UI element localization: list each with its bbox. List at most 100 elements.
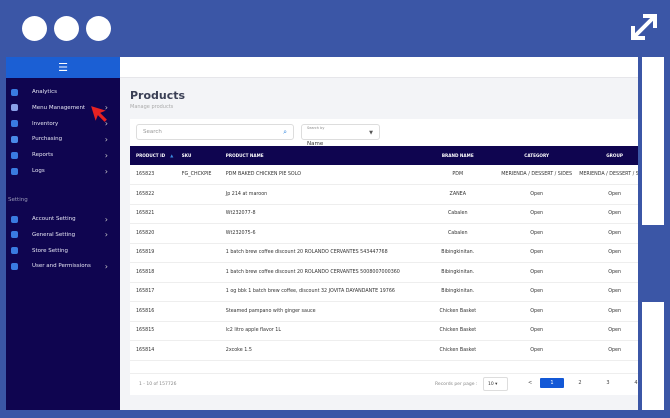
table-cell: 1 batch brew coffee discount 20 ROLANDO …: [219, 262, 422, 283]
nav-icon: [11, 88, 18, 96]
table-row[interactable]: 165818 1 batch brew coffee discount 20 RO…: [130, 262, 638, 283]
sidebar-item-reports[interactable]: Reports ›: [6, 147, 120, 163]
table-row[interactable]: 165820 Wt232075-6 Cabalen Open Open: [130, 223, 638, 244]
sidebar-item-general-setting[interactable]: General Setting ›: [6, 227, 120, 243]
table-cell: 2xcoke 1.5: [219, 340, 422, 361]
table-cell: [175, 204, 220, 224]
sidebar-item-store-setting[interactable]: Store Setting: [6, 243, 120, 259]
sidebar-item-account-setting[interactable]: Account Setting ›: [6, 211, 120, 227]
sidebar-item-user-and-permissions[interactable]: User and Permissions ›: [6, 258, 120, 274]
sidebar-item-menu-management[interactable]: Menu Management ›: [6, 100, 120, 116]
table-cell: Open: [579, 243, 638, 263]
table-cell: 165821: [130, 204, 176, 224]
window-dot[interactable]: [22, 16, 47, 41]
table-cell: Bibingkinitan.: [421, 282, 495, 302]
sidebar-item-inventory[interactable]: Inventory ›: [6, 116, 120, 132]
search-by-select[interactable]: Search by Name ▼: [301, 124, 380, 147]
window-dot[interactable]: [86, 16, 111, 41]
search-input[interactable]: Search ⌕: [136, 124, 294, 140]
column-header-product-name[interactable]: PRODUCT NAME: [219, 146, 422, 165]
records-per-page-select[interactable]: 10 ▾: [483, 377, 508, 391]
table-cell: Chicken Basket: [421, 340, 495, 361]
sidebar-item-purchasing[interactable]: Purchasing ›: [6, 131, 120, 147]
table-cell: 165822: [130, 184, 176, 205]
table-row[interactable]: 165819 1 batch brew coffee discount 20 RO…: [130, 243, 638, 263]
table-cell: PDM BAKED CHICKEN PIE SOLO: [219, 165, 422, 185]
table-cell: [175, 282, 220, 302]
column-header-product-id[interactable]: PRODUCT ID ▲: [130, 146, 176, 165]
table-cell: Wt232075-6: [219, 223, 422, 244]
table-row[interactable]: 165823 FG_CHCKPIE PDM BAKED CHICKEN PIE SO…: [130, 165, 638, 185]
chevron-right-icon: ›: [104, 214, 108, 224]
top-bar: [120, 57, 638, 78]
column-header-category[interactable]: CATEGORY: [494, 146, 580, 165]
sidebar-item-label: Reports: [32, 152, 54, 159]
table-cell: Open: [579, 204, 638, 224]
table-cell: [175, 301, 220, 322]
table-cell: [175, 184, 220, 205]
nav-icon: [11, 167, 18, 175]
table-row[interactable]: 165814 2xcoke 1.5 Chicken Basket Open Open: [130, 340, 638, 361]
table-cell: Cabalen: [421, 204, 495, 224]
table-cell: Open: [579, 184, 638, 205]
table-cell: 1 og bbk 1 batch brew coffee, discount 3…: [219, 282, 422, 302]
search-icon[interactable]: ⌕: [283, 128, 287, 136]
column-header-brand-name[interactable]: BRAND NAME: [421, 146, 495, 165]
table-cell: Open: [494, 262, 580, 283]
table-row[interactable]: 165815 lc2 litro apple flavor 1L Chicken B…: [130, 321, 638, 341]
records-per-page-label: Records per page :: [435, 382, 478, 387]
table-cell: Open: [579, 223, 638, 244]
sidebar-item-analytics[interactable]: Analytics: [6, 84, 120, 100]
table-row[interactable]: 165816 Steamed pampano with ginger sauce C…: [130, 301, 638, 322]
sidebar-item-label: User and Permissions: [32, 263, 91, 270]
page-button-4[interactable]: 4: [634, 380, 638, 386]
products-card: Search ⌕ Search by Name ▼ PRODUCT ID ▲ SKU PRO…: [130, 119, 638, 395]
settings-icon: [11, 231, 18, 239]
expand-arrows-icon[interactable]: [627, 10, 661, 44]
products-table: PRODUCT ID ▲ SKU PRODUCT NAME BRAND NAME CATE…: [130, 146, 638, 361]
table-row[interactable]: 165817 1 og bbk 1 batch brew coffee, disc…: [130, 282, 638, 302]
table-cell: 165820: [130, 223, 176, 244]
page-button-1[interactable]: 1: [540, 378, 564, 388]
table-row[interactable]: 165821 Wt232077-8 Cabalen Open Open: [130, 204, 638, 224]
records-per-page-value: 10: [488, 382, 494, 387]
table-cell: Open: [494, 184, 580, 205]
nav-icon: [11, 120, 18, 128]
table-cell: Chicken Basket: [421, 321, 495, 341]
table-cell: 165814: [130, 340, 176, 361]
sidebar-item-label: Store Setting: [32, 247, 68, 254]
table-cell: Bibingkinitan.: [421, 262, 495, 283]
prev-page-button[interactable]: <: [528, 380, 533, 386]
table-cell: MERIENDA / DESSERT / SIDES: [579, 165, 638, 185]
page-button-2[interactable]: 2: [578, 380, 582, 386]
nav-icon: [11, 104, 18, 112]
hamburger-icon[interactable]: ☰: [6, 57, 120, 78]
sidebar-item-label: Analytics: [32, 89, 57, 95]
table-row[interactable]: 165822 Jp 214 at maroon ZANEA Open Open: [130, 184, 638, 205]
table-cell: Steamed pampano with ginger sauce: [219, 301, 422, 322]
table-cell: lc2 litro apple flavor 1L: [219, 321, 422, 341]
table-cell: Open: [579, 262, 638, 283]
table-cell: 165817: [130, 282, 176, 302]
table-cell: [175, 223, 220, 244]
record-count: 1 - 10 of 157726: [139, 382, 177, 387]
table-cell: 165816: [130, 301, 176, 322]
scrollbar[interactable]: [642, 57, 664, 410]
window-dot[interactable]: [54, 16, 79, 41]
table-cell: [175, 243, 220, 263]
chevron-right-icon: ›: [104, 150, 108, 160]
table-cell: Bibingkinitan.: [421, 243, 495, 263]
sidebar-item-logs[interactable]: Logs ›: [6, 163, 120, 179]
section-label-setting: Setting: [8, 197, 28, 203]
table-cell: Open: [494, 340, 580, 361]
chevron-right-icon: ›: [104, 134, 108, 144]
column-header-group[interactable]: GROUP: [579, 146, 638, 165]
sort-ascending-icon[interactable]: ▲: [170, 153, 174, 158]
table-cell: FG_CHCKPIE: [175, 165, 220, 185]
nav-icon: [11, 151, 18, 159]
search-by-label: Search by: [307, 126, 325, 130]
page-button-3[interactable]: 3: [606, 380, 610, 386]
table-cell: 165819: [130, 243, 176, 263]
settings-icon: [11, 262, 18, 270]
column-header-sku[interactable]: SKU: [175, 146, 220, 165]
